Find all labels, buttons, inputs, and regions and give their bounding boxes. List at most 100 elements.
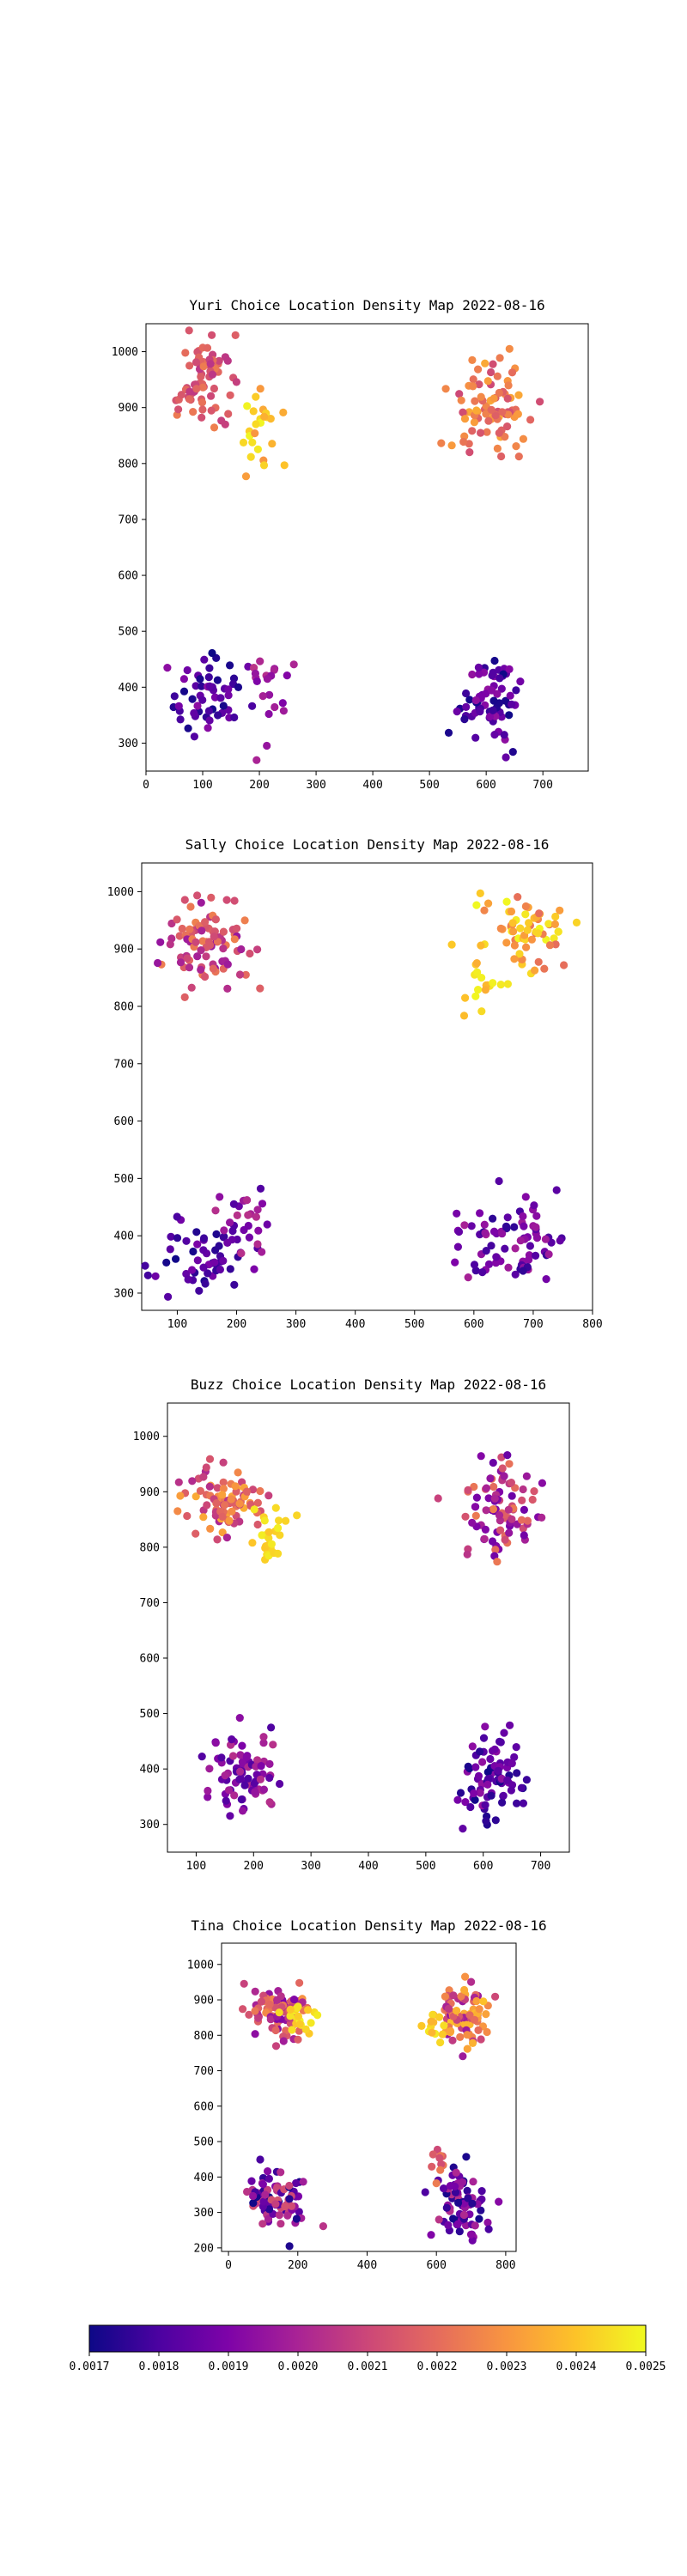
y-tick-label: 300 xyxy=(194,2207,214,2220)
scatter-point xyxy=(525,919,533,927)
scatter-point xyxy=(252,677,261,686)
scatter-point xyxy=(483,2218,492,2227)
scatter-point xyxy=(223,356,232,365)
scatter-point xyxy=(444,2221,453,2229)
scatter-point xyxy=(526,1242,535,1250)
scatter-point xyxy=(503,422,512,431)
scatter-point xyxy=(198,1753,206,1761)
scatter-point xyxy=(240,916,249,925)
scatter-point xyxy=(470,1482,478,1492)
x-tick-label: 100 xyxy=(167,1318,187,1331)
scatter-point xyxy=(464,1762,472,1771)
scatter-point xyxy=(489,1458,497,1467)
scatter-point xyxy=(223,960,232,969)
scatter-point xyxy=(455,390,464,398)
scatter-point xyxy=(435,2215,443,2224)
scatter-point xyxy=(491,1546,500,1554)
scatter-point xyxy=(468,2199,477,2208)
scatter-point xyxy=(475,2215,483,2223)
scatter-point xyxy=(203,1501,211,1510)
scatter-point xyxy=(526,416,535,424)
scatter-point xyxy=(453,1242,463,1251)
scatter-point xyxy=(475,670,483,678)
scatter-point xyxy=(472,901,481,909)
scatter-point xyxy=(271,1504,280,1512)
scatter-point xyxy=(482,1484,491,1492)
scatter-point xyxy=(277,2168,285,2177)
scatter-point xyxy=(513,1799,521,1807)
scatter-point xyxy=(489,360,497,368)
chart-title: Tina Choice Location Density Map 2022-08… xyxy=(191,1917,546,1934)
y-tick-label: 400 xyxy=(119,682,138,695)
scatter-point xyxy=(295,1978,304,1987)
scatter-point xyxy=(428,2028,436,2037)
scatter-point xyxy=(466,2230,476,2239)
scatter-point xyxy=(253,1240,262,1249)
scatter-point xyxy=(496,1526,505,1534)
scatter-point xyxy=(206,360,215,368)
scatter-point xyxy=(207,406,216,415)
scatter-point xyxy=(467,1978,476,1986)
scatter-point xyxy=(183,954,192,963)
scatter-point xyxy=(474,1771,483,1780)
scatter-point xyxy=(250,1505,258,1514)
scatter-point xyxy=(254,1226,263,1235)
scatter-point xyxy=(228,1752,238,1760)
scatter-point xyxy=(495,388,503,398)
scatter-point xyxy=(274,1549,283,1558)
scatter-point xyxy=(216,1193,224,1201)
scatter-point xyxy=(471,397,479,405)
y-tick-label: 900 xyxy=(114,944,134,957)
scatter-point xyxy=(231,331,240,339)
scatter-point xyxy=(522,1776,532,1784)
scatter-point xyxy=(506,691,514,700)
scatter-point xyxy=(554,927,562,936)
scatter-point xyxy=(489,1505,498,1514)
x-tick-label: 600 xyxy=(476,779,495,792)
scatter-point xyxy=(507,907,516,916)
scatter-point xyxy=(495,428,503,437)
scatter-point xyxy=(257,1762,265,1771)
scatter-point xyxy=(190,732,198,741)
scatter-point xyxy=(515,950,524,958)
y-tick-label: 600 xyxy=(119,570,138,583)
scatter-point xyxy=(229,1200,238,1208)
scatter-point xyxy=(204,1269,212,1278)
scatter-point xyxy=(504,1263,513,1272)
scatter-point xyxy=(263,675,271,683)
scatter-point xyxy=(175,932,184,940)
scatter-point xyxy=(478,1268,487,1277)
scatter-point xyxy=(532,1212,541,1220)
scatter-point xyxy=(286,2005,295,2014)
scatter-point xyxy=(231,1482,240,1491)
scatter-point xyxy=(235,1499,244,1508)
scatter-point xyxy=(271,2026,280,2035)
y-tick-label: 400 xyxy=(140,1764,160,1777)
scatter-point xyxy=(459,1825,467,1833)
axes-frame xyxy=(141,862,593,1311)
scatter-point xyxy=(530,1201,538,1210)
scatter-point xyxy=(214,711,222,720)
scatter-point xyxy=(251,669,259,678)
scatter-point xyxy=(209,964,217,973)
scatter-point xyxy=(222,896,231,904)
scatter-point xyxy=(474,365,483,374)
scatter-point xyxy=(519,1267,527,1275)
colorbar-gradient xyxy=(88,2324,647,2353)
chart-title: Yuri Choice Location Density Map 2022-08… xyxy=(189,297,544,313)
scatter-point xyxy=(283,671,291,680)
scatter-point xyxy=(221,1771,229,1780)
scatter-point xyxy=(484,2225,493,2233)
scatter-point xyxy=(460,2020,469,2028)
scatter-point xyxy=(282,1516,290,1525)
scatter-point xyxy=(253,1756,262,1765)
scatter-point xyxy=(523,926,532,934)
scatter-point xyxy=(275,2211,283,2220)
scatter-point xyxy=(482,690,490,698)
axes-frame xyxy=(145,323,589,772)
scatter-point xyxy=(471,1503,480,1511)
scatter-point xyxy=(505,1460,514,1468)
scatter-point xyxy=(207,392,216,400)
scatter-point xyxy=(283,2211,292,2220)
